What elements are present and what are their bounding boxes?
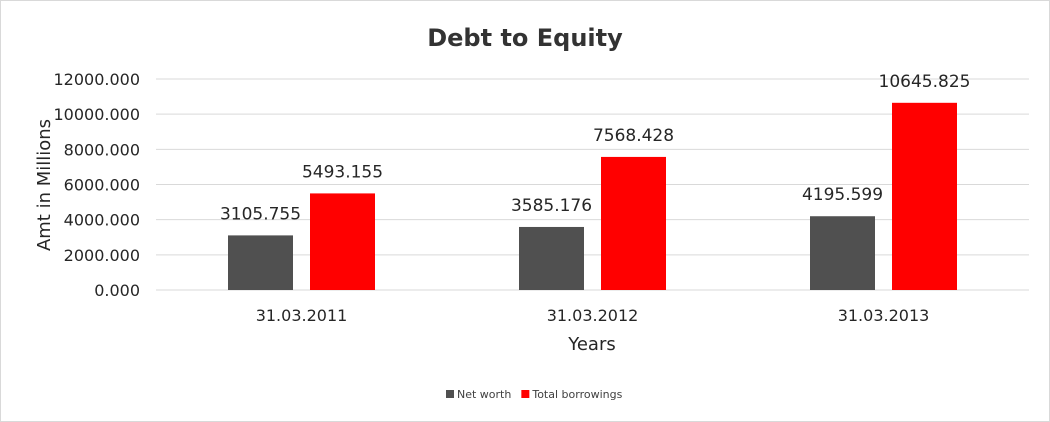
bar-total-borrowings [892,102,957,290]
y-tick-label: 0.000 [94,281,140,300]
y-tick-labels: 0.000 2000.000 4000.000 6000.000 8000.000 100… [53,70,140,300]
legend-swatch [446,390,454,398]
bar-net-worth [228,235,293,290]
bars [228,102,957,290]
y-tick-label: 4000.000 [64,211,140,230]
data-label: 7568.428 [593,126,674,146]
x-tick-label: 31.03.2011 [256,306,348,325]
legend-swatch [521,390,530,398]
data-labels: 3105.755 5493.155 3585.176 7568.428 4195.599… [220,72,971,225]
bar-total-borrowings [601,156,666,290]
y-tick-label: 2000.000 [64,246,140,265]
data-label: 3585.176 [511,196,592,216]
x-tick-label: 31.03.2013 [838,306,930,325]
data-label: 4195.599 [802,185,883,205]
data-label: 3105.755 [220,204,301,224]
x-tick-labels: 31.03.2011 31.03.2012 31.03.2013 [256,306,930,325]
bar-net-worth [519,226,584,290]
y-tick-label: 8000.000 [64,140,140,159]
gridlines [156,78,1029,291]
y-tick-label: 12000.000 [53,70,140,89]
bar-total-borrowings [310,193,375,290]
y-axis-title: Amt in Millions [34,119,55,251]
data-label: 5493.155 [302,162,383,182]
chart-title: Debt to Equity [427,24,623,52]
legend-label: Net worth [457,388,511,401]
x-tick-label: 31.03.2012 [547,306,639,325]
y-tick-label: 10000.000 [53,105,140,124]
legend-label: Total borrowings [531,388,622,401]
data-label: 10645.825 [879,72,971,92]
x-axis-title: Years [567,334,616,355]
y-tick-label: 6000.000 [64,176,140,195]
legend: Net worth Total borrowings [446,388,623,401]
bar-net-worth [810,216,875,290]
